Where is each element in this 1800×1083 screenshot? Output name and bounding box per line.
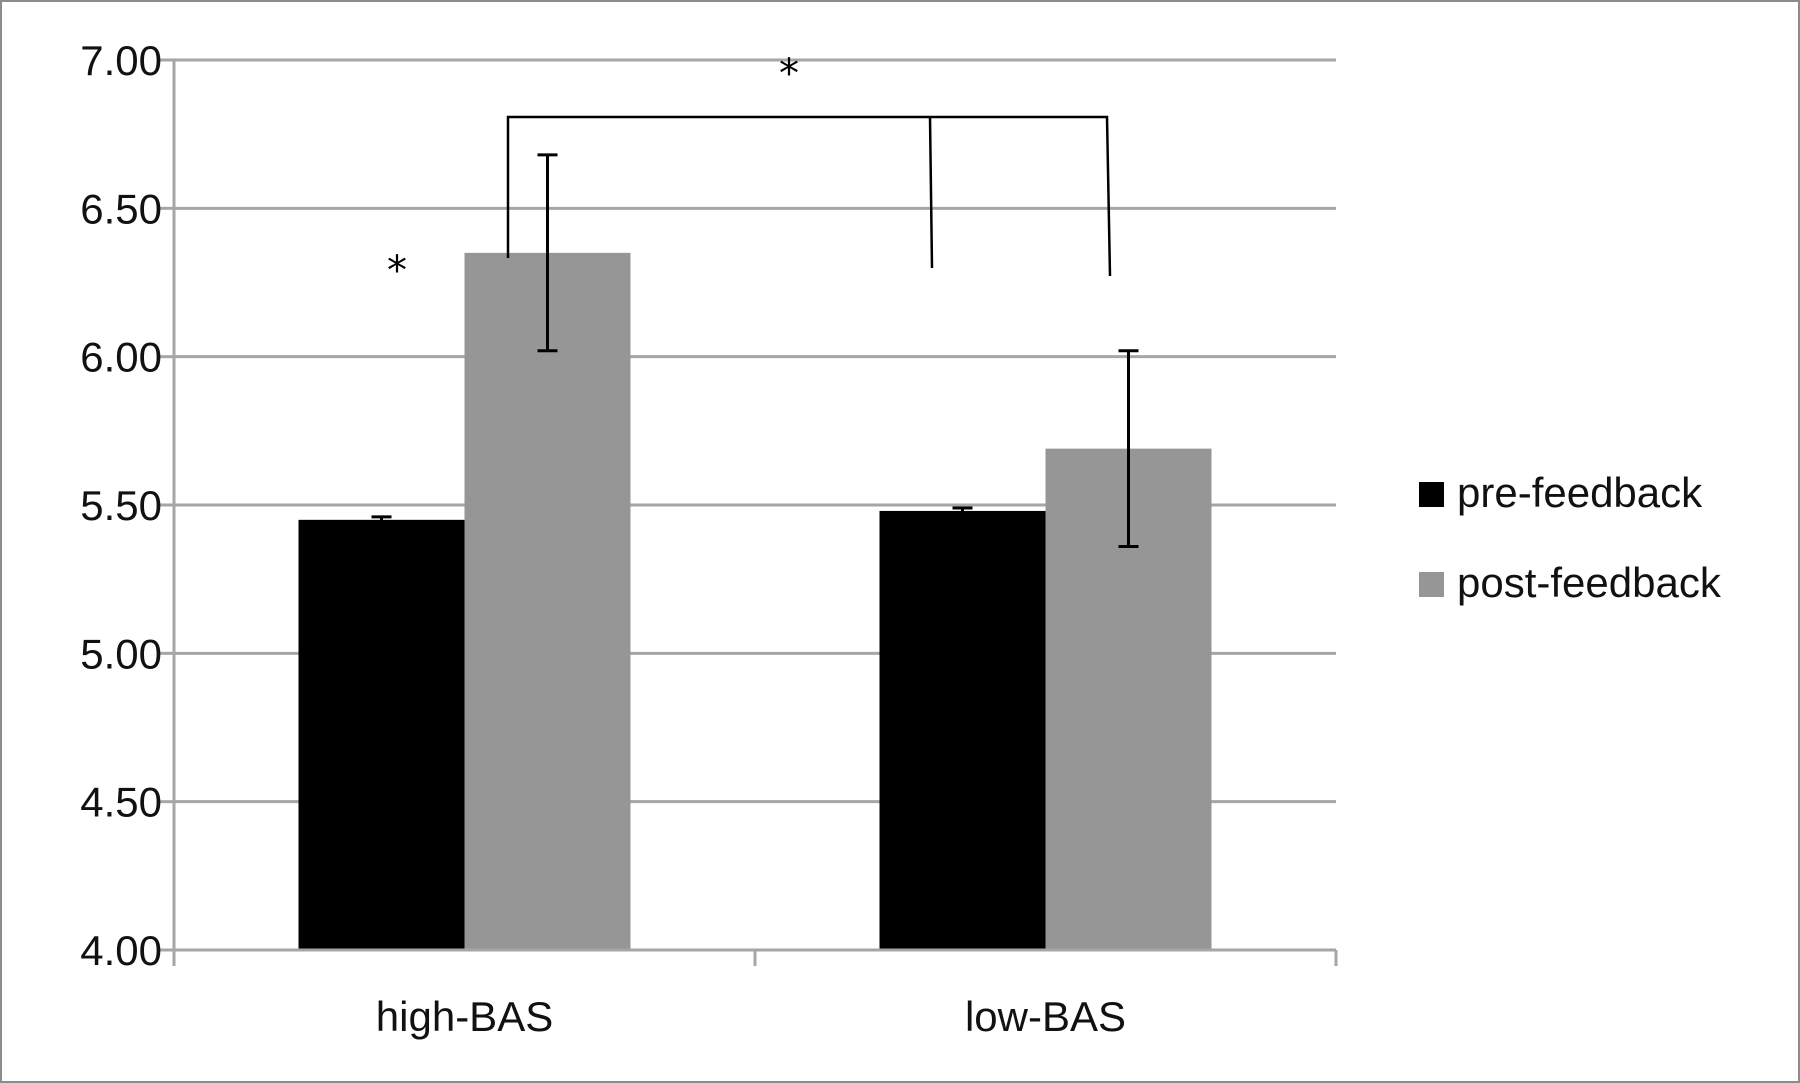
x-category-label: low-BAS: [965, 993, 1126, 1040]
legend-swatch: [1419, 482, 1444, 507]
error-bar: [371, 515, 392, 525]
y-tick-label: 6.50: [80, 185, 162, 232]
error-bar: [537, 153, 558, 353]
error-bar: [1118, 349, 1139, 549]
y-tick-label: 6.00: [80, 334, 162, 381]
y-tick-label: 5.50: [80, 482, 162, 529]
error-bars: [371, 153, 1139, 549]
x-category-label: high-BAS: [376, 993, 553, 1040]
bars: [298, 252, 1212, 951]
bar-pre-feedback-high-BAS: [298, 519, 465, 950]
within-group-significance-marker: *: [387, 248, 407, 294]
x-category-labels: high-BAS low-BAS: [376, 993, 1126, 1040]
between-group-significance-marker: *: [779, 51, 799, 97]
legend-swatch: [1419, 572, 1444, 597]
between-group-bracket: [506, 115, 1112, 277]
y-tick-label: 4.00: [80, 927, 162, 974]
bar-pre-feedback-low-BAS: [879, 510, 1046, 950]
legend: pre-feedback post-feedback: [1419, 469, 1722, 606]
y-tick-label: 5.00: [80, 630, 162, 677]
significance-annotations: * *: [387, 51, 1112, 294]
legend-label: pre-feedback: [1457, 469, 1703, 516]
y-tick-labels: 4.00 4.50 5.00 5.50 6.00 6.50 7.00: [80, 37, 162, 974]
error-bar: [952, 506, 973, 516]
y-tick-label: 4.50: [80, 779, 162, 826]
bar-post-feedback-high-BAS: [464, 252, 631, 951]
axes: [158, 58, 1338, 966]
legend-label: post-feedback: [1457, 559, 1722, 606]
y-tick-label: 7.00: [80, 37, 162, 84]
